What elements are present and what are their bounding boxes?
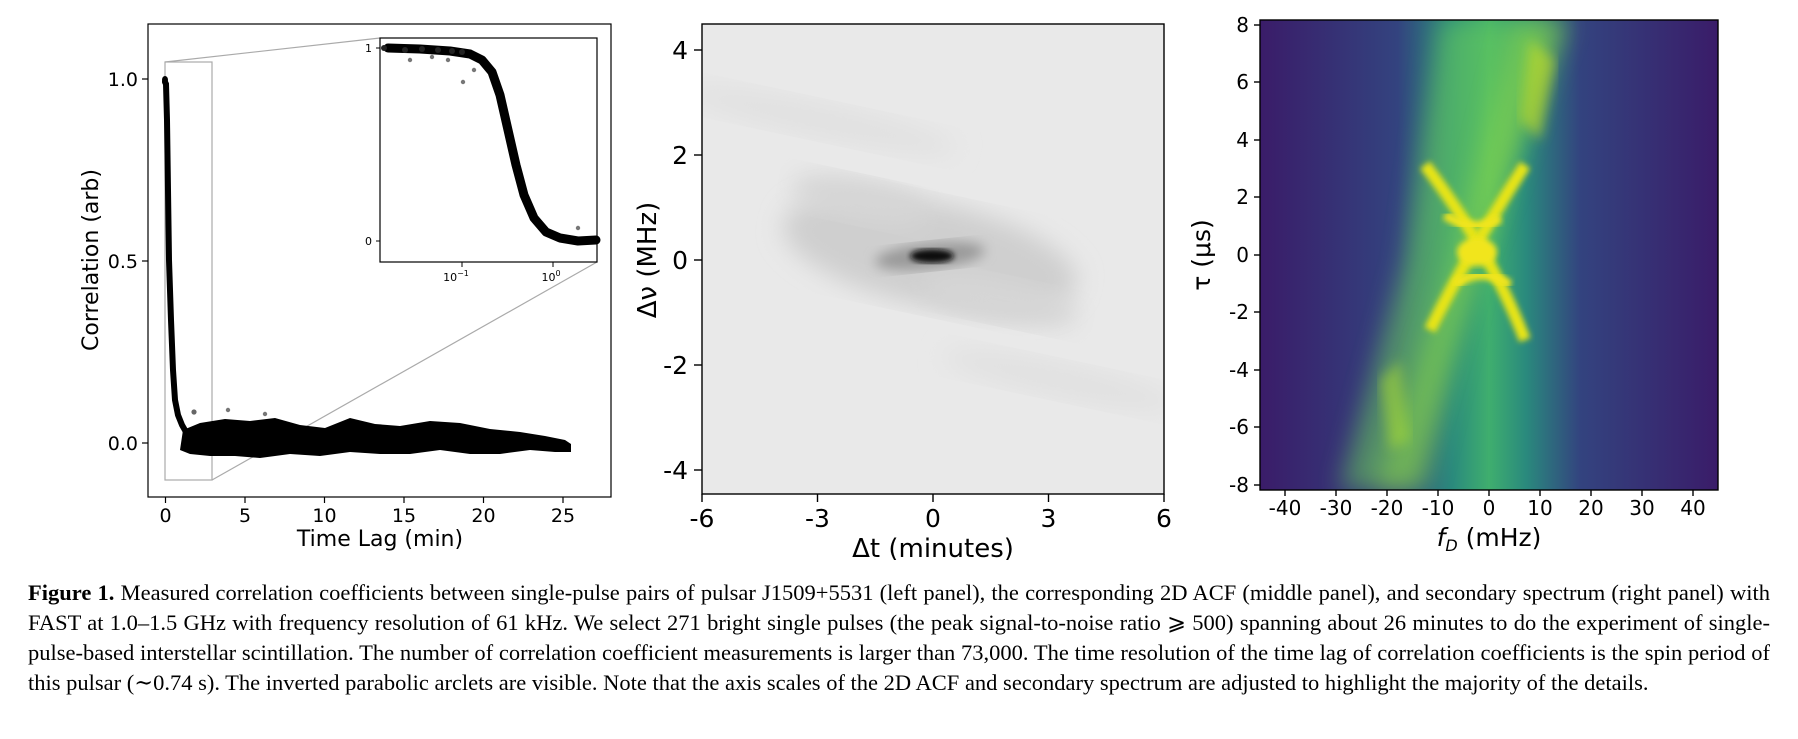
caption-text: Measured correlation coefficients betwee…: [28, 580, 1770, 695]
secondary-spectrum-features: [1340, 20, 1570, 490]
left-xtick-label: 0: [159, 505, 171, 527]
right-xtick-label: -10: [1422, 496, 1455, 520]
left-xtick-labels: 0 5 10 15 20 25: [159, 505, 575, 527]
middle-xlabel: Δt (minutes): [852, 534, 1014, 560]
left-xtick-label: 15: [392, 505, 416, 527]
right-xtick-labels: -40 -30 -20 -10 0 10 20 30 40: [1269, 496, 1706, 520]
middle-xtick-label: 0: [925, 504, 941, 533]
right-ytick-labels: 8 6 4 2 0 -2 -4 -6 -8: [1229, 13, 1249, 497]
left-xtick-label: 5: [239, 505, 251, 527]
caption-label: Figure 1.: [28, 580, 115, 605]
middle-ytick-label: 4: [672, 36, 688, 65]
left-xlabel: Time Lag (min): [296, 527, 463, 552]
right-panel: -40 -30 -20 -10 0 10 20 30 40 8 6 4 2 0 …: [1187, 13, 1719, 555]
middle-xtick-label: 3: [1041, 504, 1057, 533]
middle-ytick-label: 0: [672, 246, 688, 275]
right-xtick-label: 0: [1483, 496, 1496, 520]
middle-ticks: [694, 49, 1165, 502]
middle-ytick-labels: 4 2 0 -2 -4: [663, 36, 688, 485]
right-ytick-label: 6: [1236, 70, 1249, 94]
left-ytick-labels: 1.0 0.5 0.0: [108, 69, 138, 455]
right-ytick-label: -2: [1229, 300, 1249, 324]
left-inset: 1 0 10−1 100: [365, 37, 601, 284]
middle-xtick-label: -6: [690, 504, 715, 533]
right-ticks: [1254, 24, 1694, 496]
middle-xtick-labels: -6 -3 0 3 6: [690, 504, 1172, 533]
left-xtick-label: 25: [551, 505, 575, 527]
inset-xtick-label: 100: [541, 269, 560, 284]
middle-ytick-label: -2: [663, 351, 688, 380]
right-ytick-label: -4: [1229, 358, 1249, 382]
left-xtick-label: 20: [471, 505, 495, 527]
right-ytick-label: 0: [1236, 243, 1249, 267]
zoom-box: [164, 61, 213, 481]
figure-panels: 0 5 10 15 20 25 1.0 0.5 0.0 Time Lag (mi…: [79, 13, 1719, 560]
left-ytick-label: 0.0: [108, 433, 138, 455]
right-xtick-label: -30: [1320, 496, 1353, 520]
middle-ytick-label: -4: [663, 456, 688, 485]
inset-ticks: [376, 47, 554, 267]
right-ytick-label: -8: [1229, 473, 1249, 497]
right-xtick-label: 40: [1680, 496, 1705, 520]
middle-ytick-label: 2: [672, 141, 688, 170]
right-ytick-label: -6: [1229, 415, 1249, 439]
inset-curve: [383, 43, 601, 246]
right-xtick-label: -40: [1269, 496, 1302, 520]
right-ytick-label: 2: [1236, 185, 1249, 209]
correlation-data: [162, 76, 571, 458]
right-xtick-label: -20: [1371, 496, 1404, 520]
inset-scatter-points: [381, 45, 581, 231]
right-ylabel: τ (μs): [1187, 219, 1216, 290]
acf-image-features: [702, 85, 1164, 411]
right-xtick-label: 10: [1527, 496, 1552, 520]
middle-panel: -6 -3 0 3 6 4 2 0 -2 -4 Δt (minutes) Δν …: [633, 23, 1172, 560]
inset-ytick-label: 0: [365, 235, 372, 248]
right-ytick-label: 8: [1236, 13, 1249, 37]
right-xlabel: fD (mHz): [1437, 523, 1542, 555]
left-ylabel: Correlation (arb): [79, 169, 104, 351]
right-ytick-label: 4: [1236, 128, 1249, 152]
middle-xtick-label: -3: [805, 504, 830, 533]
figure-caption: Figure 1. Measured correlation coefficie…: [28, 578, 1770, 698]
inset-ytick-label: 1: [365, 42, 372, 55]
left-panel: 0 5 10 15 20 25 1.0 0.5 0.0 Time Lag (mi…: [79, 23, 612, 552]
left-xtick-label: 10: [312, 505, 336, 527]
zoom-connector-top: [164, 37, 381, 63]
right-xtick-label: 30: [1629, 496, 1654, 520]
middle-ylabel: Δν (MHz): [633, 202, 663, 319]
inset-xtick-label: 10−1: [443, 269, 469, 284]
right-xtick-label: 20: [1578, 496, 1603, 520]
left-ytick-label: 1.0: [108, 69, 138, 91]
left-ytick-label: 0.5: [108, 251, 138, 273]
middle-xtick-label: 6: [1156, 504, 1172, 533]
left-ticks: [142, 78, 564, 503]
